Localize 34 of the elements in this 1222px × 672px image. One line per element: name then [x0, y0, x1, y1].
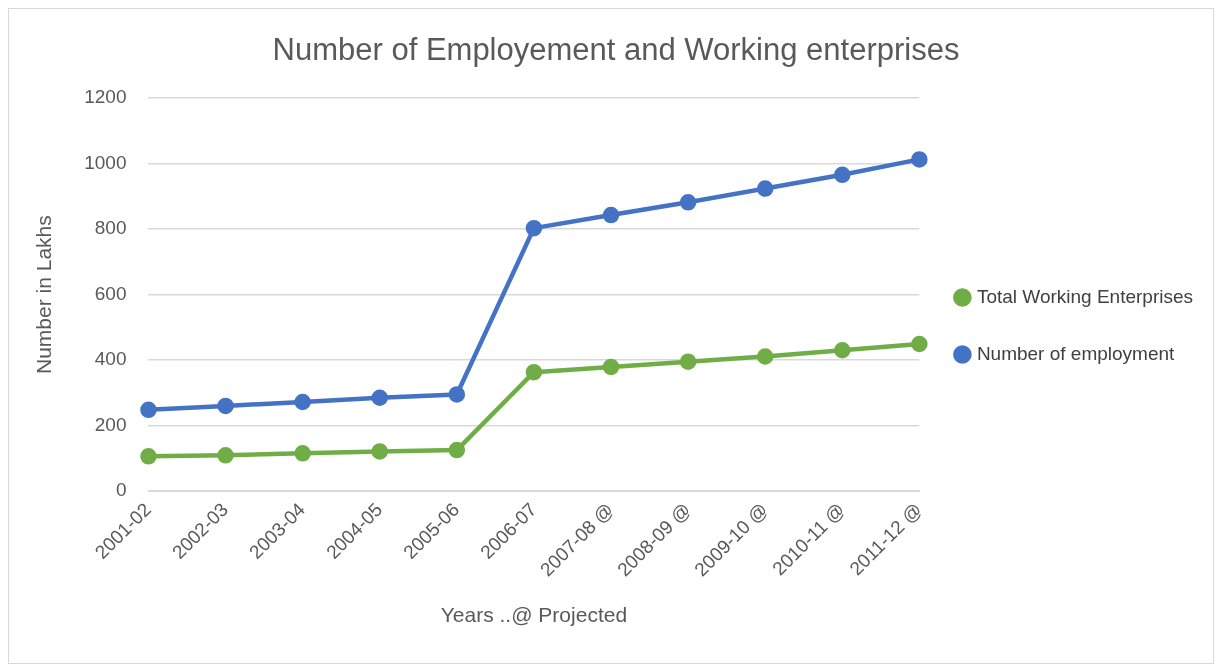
point: [217, 447, 234, 464]
point: [756, 180, 774, 197]
y-tick-label: 1200: [84, 86, 127, 108]
point: [834, 166, 851, 184]
point: [911, 335, 928, 353]
point: [294, 393, 311, 411]
point: [140, 401, 157, 419]
point: [525, 363, 543, 381]
y-axis-title: Number in Lakhs: [32, 215, 56, 374]
y-tick-label: 800: [94, 217, 127, 239]
y-tick-label: 200: [94, 413, 127, 435]
point: [448, 386, 466, 403]
legend-label: Total Working Enterprises: [976, 285, 1193, 307]
x-axis-title: Years ..@ Projected: [440, 603, 628, 627]
point: [294, 445, 311, 462]
y-tick-label: 400: [94, 348, 127, 370]
point: [602, 358, 620, 376]
point: [834, 342, 851, 359]
chart-title: Number of Employement and Working enterprises: [272, 32, 960, 68]
point: [371, 443, 388, 460]
point: [140, 448, 157, 465]
point: [448, 441, 466, 459]
point: [602, 206, 620, 224]
y-tick-label: 0: [115, 479, 127, 501]
y-tick-label: 1000: [84, 151, 127, 173]
point: [371, 389, 388, 406]
point: [679, 353, 697, 370]
point: [525, 219, 543, 237]
point: [679, 194, 697, 211]
point: [911, 151, 928, 168]
point: [756, 348, 774, 365]
legend-label: Number of employment: [976, 342, 1176, 364]
point: [217, 397, 234, 415]
y-tick-label: 600: [94, 282, 127, 304]
